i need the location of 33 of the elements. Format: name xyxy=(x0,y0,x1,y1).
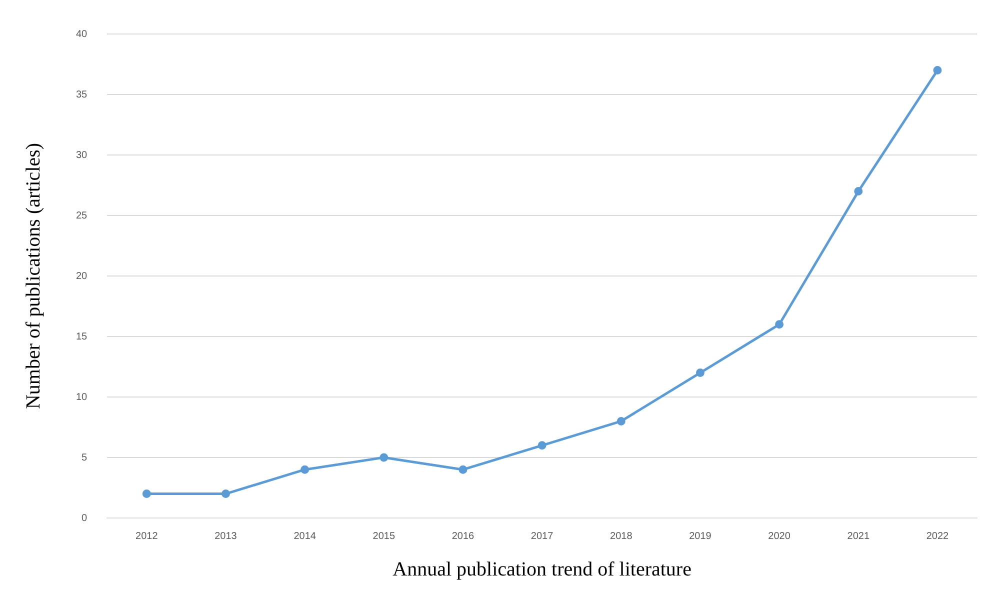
y-tick-label: 30 xyxy=(76,150,88,161)
point xyxy=(933,66,942,75)
y-tick-label: 15 xyxy=(76,331,88,342)
point xyxy=(775,320,784,329)
point xyxy=(300,465,310,474)
point xyxy=(696,368,704,378)
point xyxy=(221,490,230,498)
x-tick-label: 2016 xyxy=(452,530,475,542)
x-tick-label: 2022 xyxy=(926,530,950,542)
y-tick-label: 40 xyxy=(76,28,88,40)
x-tick-label: 2012 xyxy=(136,530,158,542)
y-tick-label: 25 xyxy=(76,210,88,222)
x-tick-label: 2015 xyxy=(372,530,396,542)
point xyxy=(142,490,151,498)
point xyxy=(854,187,863,196)
x-tick-label: 2018 xyxy=(610,530,633,542)
x-axis-title: Annual publication trend of literature xyxy=(392,558,692,580)
x-tick-label: 2019 xyxy=(689,530,712,542)
x-tick-label: 2014 xyxy=(294,530,316,542)
y-axis-title: Number of publications (articles) xyxy=(22,142,44,410)
y-tick-label: 20 xyxy=(76,270,88,282)
y-tick-label: 5 xyxy=(82,452,88,464)
y-tick-label: 35 xyxy=(76,89,88,100)
x-tick-label: 2021 xyxy=(847,530,870,542)
x-tick-label: 2017 xyxy=(530,530,554,542)
point xyxy=(458,465,468,474)
x-tick-label: 2020 xyxy=(768,530,791,542)
y-tick-label: 10 xyxy=(76,392,88,403)
point xyxy=(380,453,388,462)
x-tick-label: 2013 xyxy=(214,530,238,542)
point xyxy=(616,416,626,426)
y-tick-label: 0 xyxy=(82,512,88,524)
point xyxy=(538,441,546,450)
